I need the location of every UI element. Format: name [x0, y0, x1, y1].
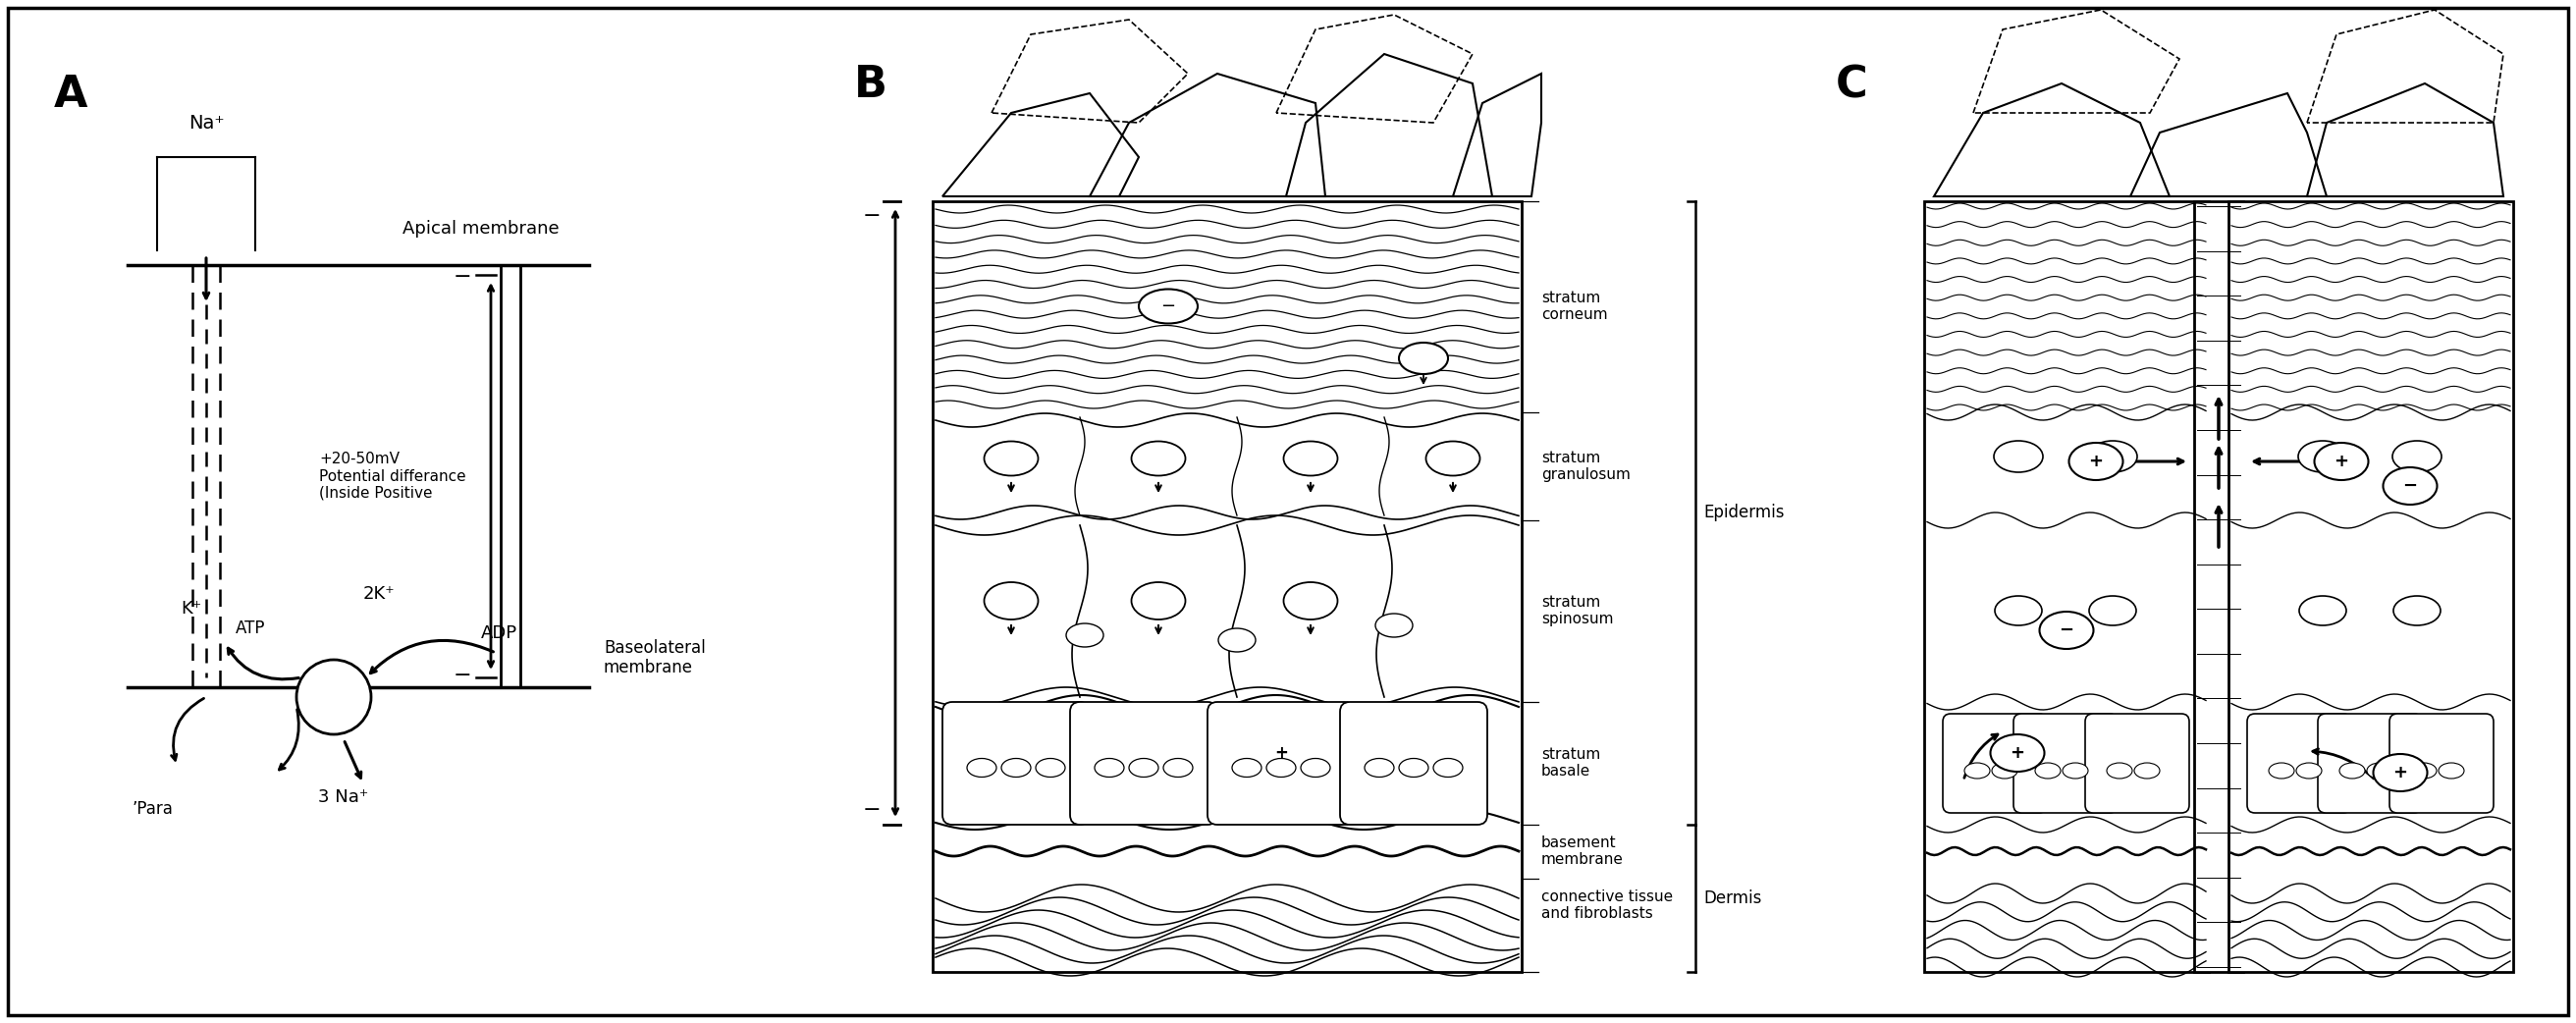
Ellipse shape: [2393, 441, 2442, 473]
Ellipse shape: [984, 582, 1038, 620]
Ellipse shape: [966, 758, 997, 777]
Text: K⁺: K⁺: [180, 599, 201, 618]
Ellipse shape: [1991, 735, 2045, 771]
FancyBboxPatch shape: [2084, 714, 2190, 813]
Ellipse shape: [1283, 441, 1337, 476]
Ellipse shape: [1218, 628, 1255, 652]
Ellipse shape: [1267, 758, 1296, 777]
Ellipse shape: [2107, 763, 2133, 779]
FancyBboxPatch shape: [1208, 702, 1355, 825]
Ellipse shape: [2269, 763, 2295, 779]
Text: Epidermis: Epidermis: [1703, 503, 1785, 522]
Text: B: B: [855, 63, 889, 106]
Text: −: −: [2058, 621, 2074, 639]
Ellipse shape: [1994, 441, 2043, 473]
Ellipse shape: [1965, 763, 1989, 779]
Text: −: −: [863, 800, 881, 819]
Ellipse shape: [2136, 763, 2159, 779]
Text: −: −: [1162, 298, 1175, 315]
Ellipse shape: [1994, 596, 2043, 625]
Text: 2K⁺: 2K⁺: [363, 585, 394, 603]
Ellipse shape: [2367, 763, 2393, 779]
Ellipse shape: [1991, 763, 2017, 779]
FancyBboxPatch shape: [2246, 714, 2352, 813]
Ellipse shape: [2372, 754, 2427, 792]
Text: A: A: [54, 74, 88, 116]
Ellipse shape: [2040, 612, 2094, 649]
Text: ATP: ATP: [234, 620, 265, 637]
Ellipse shape: [2313, 443, 2367, 480]
Ellipse shape: [1231, 758, 1262, 777]
FancyBboxPatch shape: [1942, 714, 2048, 813]
FancyBboxPatch shape: [1069, 702, 1218, 825]
Text: −: −: [863, 207, 881, 226]
Ellipse shape: [1164, 758, 1193, 777]
Ellipse shape: [2069, 443, 2123, 480]
Ellipse shape: [2298, 441, 2347, 473]
Ellipse shape: [1128, 758, 1159, 777]
Ellipse shape: [2300, 596, 2347, 625]
Ellipse shape: [2089, 441, 2138, 473]
Ellipse shape: [1066, 623, 1103, 647]
Bar: [2228, 202, 2514, 972]
Ellipse shape: [2295, 763, 2321, 779]
Text: −: −: [453, 267, 471, 286]
Ellipse shape: [2383, 468, 2437, 504]
Text: −: −: [453, 666, 471, 685]
Bar: [2195, 202, 2244, 972]
Ellipse shape: [2089, 596, 2136, 625]
Ellipse shape: [984, 441, 1038, 476]
Ellipse shape: [1301, 758, 1329, 777]
Ellipse shape: [1139, 290, 1198, 323]
Text: 3 Na⁺: 3 Na⁺: [319, 789, 368, 806]
Text: +: +: [1275, 744, 1288, 762]
Text: stratum
corneum: stratum corneum: [1540, 291, 1607, 322]
Ellipse shape: [1131, 582, 1185, 620]
Text: C: C: [1837, 63, 1868, 106]
Text: connective tissue
and fibroblasts: connective tissue and fibroblasts: [1540, 889, 1672, 921]
Text: +20-50mV
Potential differance
(Inside Positive: +20-50mV Potential differance (Inside Po…: [319, 452, 466, 500]
Text: stratum
basale: stratum basale: [1540, 747, 1600, 779]
Ellipse shape: [1365, 758, 1394, 777]
Text: stratum
granulosum: stratum granulosum: [1540, 450, 1631, 482]
Ellipse shape: [1399, 343, 1448, 374]
Ellipse shape: [2063, 763, 2089, 779]
Ellipse shape: [1036, 758, 1064, 777]
Text: Apical membrane: Apical membrane: [402, 220, 559, 237]
FancyBboxPatch shape: [2318, 714, 2421, 813]
Text: Dermis: Dermis: [1703, 889, 1762, 907]
FancyBboxPatch shape: [2391, 714, 2494, 813]
Bar: [1924, 202, 2208, 972]
Ellipse shape: [2339, 763, 2365, 779]
Ellipse shape: [1432, 758, 1463, 777]
Ellipse shape: [2411, 763, 2437, 779]
Ellipse shape: [1283, 582, 1337, 620]
Text: −: −: [2403, 477, 2416, 495]
Text: Na⁺: Na⁺: [188, 114, 224, 133]
Text: +: +: [2334, 452, 2349, 471]
Text: basement
membrane: basement membrane: [1540, 836, 1623, 868]
Ellipse shape: [1376, 614, 1412, 637]
Ellipse shape: [2439, 763, 2465, 779]
Text: ADP: ADP: [482, 624, 518, 642]
Ellipse shape: [1131, 441, 1185, 476]
FancyBboxPatch shape: [2014, 714, 2117, 813]
FancyBboxPatch shape: [943, 702, 1090, 825]
Text: +: +: [2393, 764, 2409, 782]
Bar: [933, 202, 1522, 972]
Ellipse shape: [2035, 763, 2061, 779]
Text: stratum
spinosum: stratum spinosum: [1540, 594, 1613, 626]
Text: Baseolateral
membrane: Baseolateral membrane: [603, 638, 706, 677]
Text: +: +: [2009, 744, 2025, 762]
Ellipse shape: [1399, 758, 1427, 777]
Circle shape: [296, 660, 371, 735]
Ellipse shape: [2393, 596, 2439, 625]
Ellipse shape: [1002, 758, 1030, 777]
Ellipse shape: [1427, 441, 1481, 476]
Text: ’Para: ’Para: [131, 800, 173, 817]
Ellipse shape: [1095, 758, 1123, 777]
Text: +: +: [2089, 452, 2105, 471]
FancyBboxPatch shape: [1340, 702, 1486, 825]
